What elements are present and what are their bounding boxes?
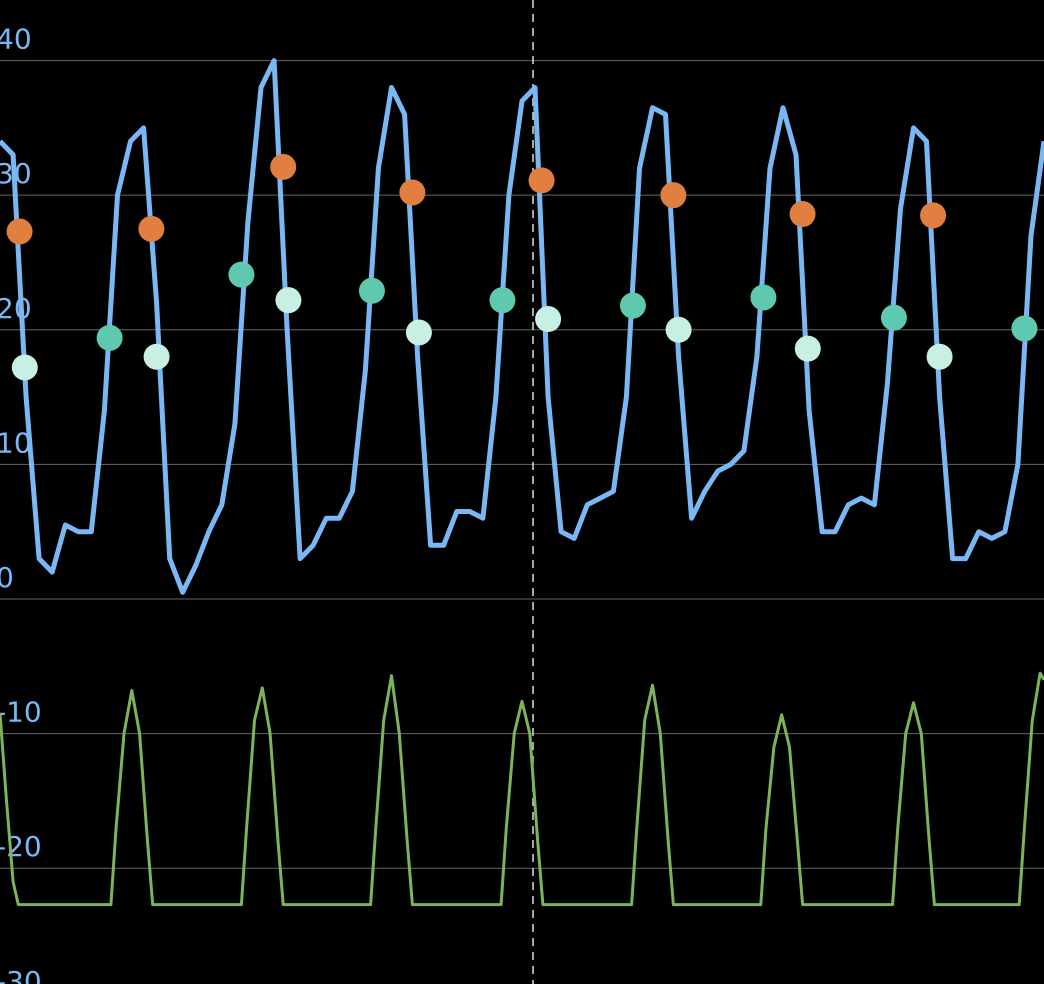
point: [619, 292, 646, 319]
point: [228, 261, 255, 288]
point: [926, 343, 953, 370]
point: [1011, 315, 1038, 342]
y-tick-label: -20: [0, 830, 42, 863]
point: [660, 182, 687, 209]
point: [275, 287, 302, 314]
y-tick-label: -30: [0, 965, 42, 984]
point: [399, 179, 426, 206]
point: [665, 316, 692, 343]
y-tick-label: -10: [0, 696, 42, 729]
point: [794, 335, 821, 362]
y-tick-label: 0: [0, 561, 14, 594]
point: [11, 354, 38, 381]
line-series: [0, 671, 1044, 907]
point: [96, 324, 123, 351]
point: [358, 277, 385, 304]
point: [405, 319, 432, 346]
point: [535, 306, 562, 333]
point: [6, 218, 33, 245]
point: [138, 215, 165, 242]
point: [880, 304, 907, 331]
y-tick-label: 10: [0, 426, 32, 459]
point: [750, 284, 777, 311]
line-series: [0, 58, 1044, 595]
point: [270, 153, 297, 180]
point: [528, 167, 555, 194]
point: [489, 287, 516, 314]
point: [920, 202, 947, 229]
y-tick-label: 20: [0, 292, 32, 325]
point: [789, 201, 816, 228]
point: [143, 343, 170, 370]
y-tick-label: 40: [0, 23, 32, 56]
